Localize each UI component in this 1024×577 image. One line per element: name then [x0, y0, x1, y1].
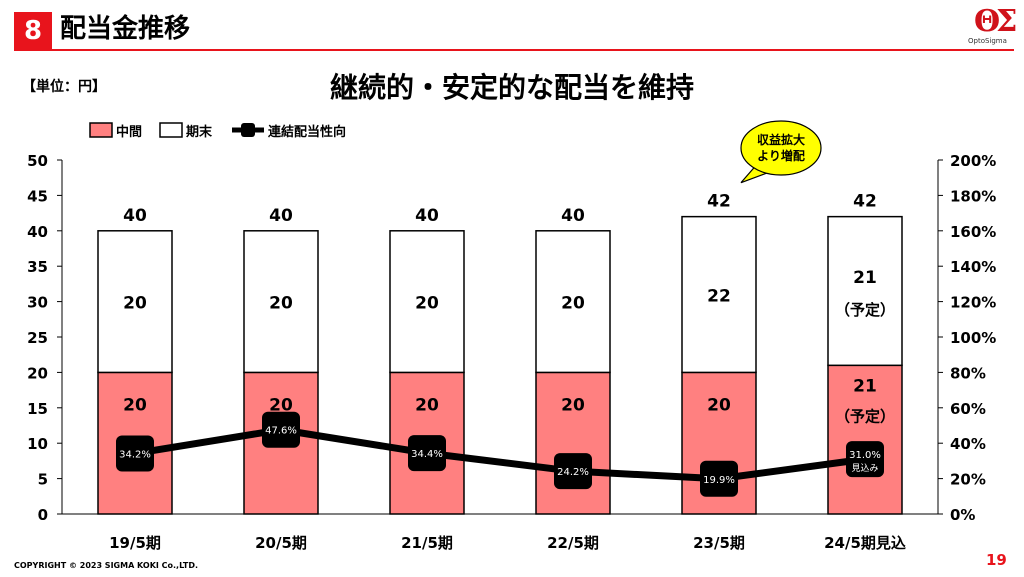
right-axis-tick-label: 180%: [950, 187, 996, 205]
x-axis-category-label: 20/5期: [255, 534, 307, 552]
logo-mark-icon: ΘΣ: [974, 4, 1017, 39]
bar-total-label: 40: [269, 206, 293, 226]
right-axis-tick-label: 60%: [950, 400, 986, 418]
callout-text-line2: より増配: [757, 148, 805, 163]
header-divider: [14, 49, 1014, 51]
bar-year-end-label: 20: [561, 294, 585, 314]
left-axis-tick-label: 35: [27, 258, 48, 276]
payout-ratio-marker: [116, 435, 154, 472]
bar-year-end-label: 22: [707, 287, 731, 307]
left-axis-tick-label: 30: [27, 294, 48, 312]
payout-ratio-line: [134, 426, 866, 483]
bar-interim-label: 20: [123, 395, 147, 415]
right-axis-tick-label: 20%: [950, 471, 986, 489]
payout-ratio-note: 見込み: [851, 463, 878, 474]
callout-bubble: [740, 120, 822, 176]
legend-label-interim: 中間: [116, 124, 142, 140]
unit-label: 【単位：円】: [22, 79, 106, 95]
left-axis-tick-label: 40: [27, 223, 48, 241]
company-logo: ΘΣ OptoSigma: [968, 6, 1018, 48]
bar-year-end-note: （予定）: [835, 301, 895, 319]
payout-ratio-marker: [846, 441, 884, 478]
bar-interim-label: 21: [853, 376, 877, 396]
payout-ratio-label: 34.2%: [119, 449, 151, 460]
left-axis-tick-label: 5: [38, 471, 48, 489]
right-axis-tick-label: 80%: [950, 364, 986, 382]
x-axis-category-label: 19/5期: [109, 534, 161, 552]
right-axis-tick-label: 200%: [950, 152, 996, 170]
bar-year-end: [97, 230, 173, 374]
left-axis-tick-label: 45: [27, 187, 48, 205]
right-axis-tick-label: 0%: [950, 506, 975, 524]
bar-total-label: 40: [123, 206, 147, 226]
right-axis-tick-label: 140%: [950, 258, 996, 276]
legend-swatch-year-end: [159, 122, 183, 138]
left-axis-tick-label: 50: [27, 152, 48, 170]
bar-total-label: 40: [415, 206, 439, 226]
bar-total-label: 42: [853, 192, 877, 212]
x-axis-category-label: 24/5期見込: [824, 534, 906, 552]
bar-year-end: [535, 230, 611, 374]
legend-swatch-payout-marker: [241, 123, 255, 137]
bar-year-end-label: 20: [123, 294, 147, 314]
legend-label-payout: 連結配当性向: [268, 124, 346, 140]
left-axis-tick-label: 15: [27, 400, 48, 418]
right-axis-tick-label: 100%: [950, 329, 996, 347]
payout-ratio-label: 19.9%: [703, 475, 735, 486]
payout-ratio-marker: [408, 435, 446, 472]
section-title: 配当金推移: [60, 14, 191, 44]
left-axis-tick-label: 20: [27, 364, 48, 382]
chart-title: 継続的・安定的な配当を維持: [329, 71, 694, 104]
page-number: 19: [986, 551, 1007, 569]
bar-year-end-label: 20: [269, 294, 293, 314]
bar-year-end-label: 21: [853, 268, 877, 288]
left-axis-tick-label: 10: [27, 435, 48, 453]
payout-ratio-marker: [700, 460, 738, 497]
bar-interim-note: （予定）: [835, 407, 895, 425]
bar-year-end: [389, 230, 465, 374]
bar-total-label: 42: [707, 192, 731, 212]
payout-ratio-marker: [262, 411, 300, 448]
bar-year-end-label: 20: [415, 294, 439, 314]
payout-ratio-marker: [554, 453, 592, 490]
slide-number-badge: 8: [14, 12, 52, 50]
bar-interim-label: 20: [561, 395, 585, 415]
right-axis-tick-label: 40%: [950, 435, 986, 453]
bar-year-end: [827, 215, 903, 367]
bar-interim-label: 20: [415, 395, 439, 415]
legend-label-year-end: 期末: [186, 124, 213, 140]
payout-ratio-label: 47.6%: [265, 426, 297, 437]
left-axis-tick-label: 25: [27, 329, 48, 347]
bar-interim: [827, 364, 903, 515]
copyright-text: COPYRIGHT © 2023 SIGMA KOKI Co.,LTD.: [14, 561, 199, 570]
payout-ratio-label: 31.0%: [849, 450, 881, 461]
payout-ratio-label: 24.2%: [557, 467, 589, 478]
right-axis-tick-label: 120%: [950, 294, 996, 312]
x-axis-category-label: 22/5期: [547, 534, 599, 552]
bar-year-end: [681, 215, 757, 374]
x-axis-category-label: 23/5期: [693, 534, 745, 552]
legend-swatch-interim: [89, 122, 113, 138]
x-axis-category-label: 21/5期: [401, 534, 453, 552]
logo-text: OptoSigma: [968, 37, 1007, 45]
bar-interim-label: 20: [707, 395, 731, 415]
payout-ratio-label: 34.4%: [411, 449, 443, 460]
bar-interim: [535, 371, 611, 515]
left-axis-tick-label: 0: [38, 506, 48, 524]
callout-text-line1: 収益拡大: [757, 132, 805, 147]
right-axis-tick-label: 160%: [950, 223, 996, 241]
bar-year-end: [243, 230, 319, 374]
bar-total-label: 40: [561, 206, 585, 226]
bar-interim-label: 20: [269, 395, 293, 415]
